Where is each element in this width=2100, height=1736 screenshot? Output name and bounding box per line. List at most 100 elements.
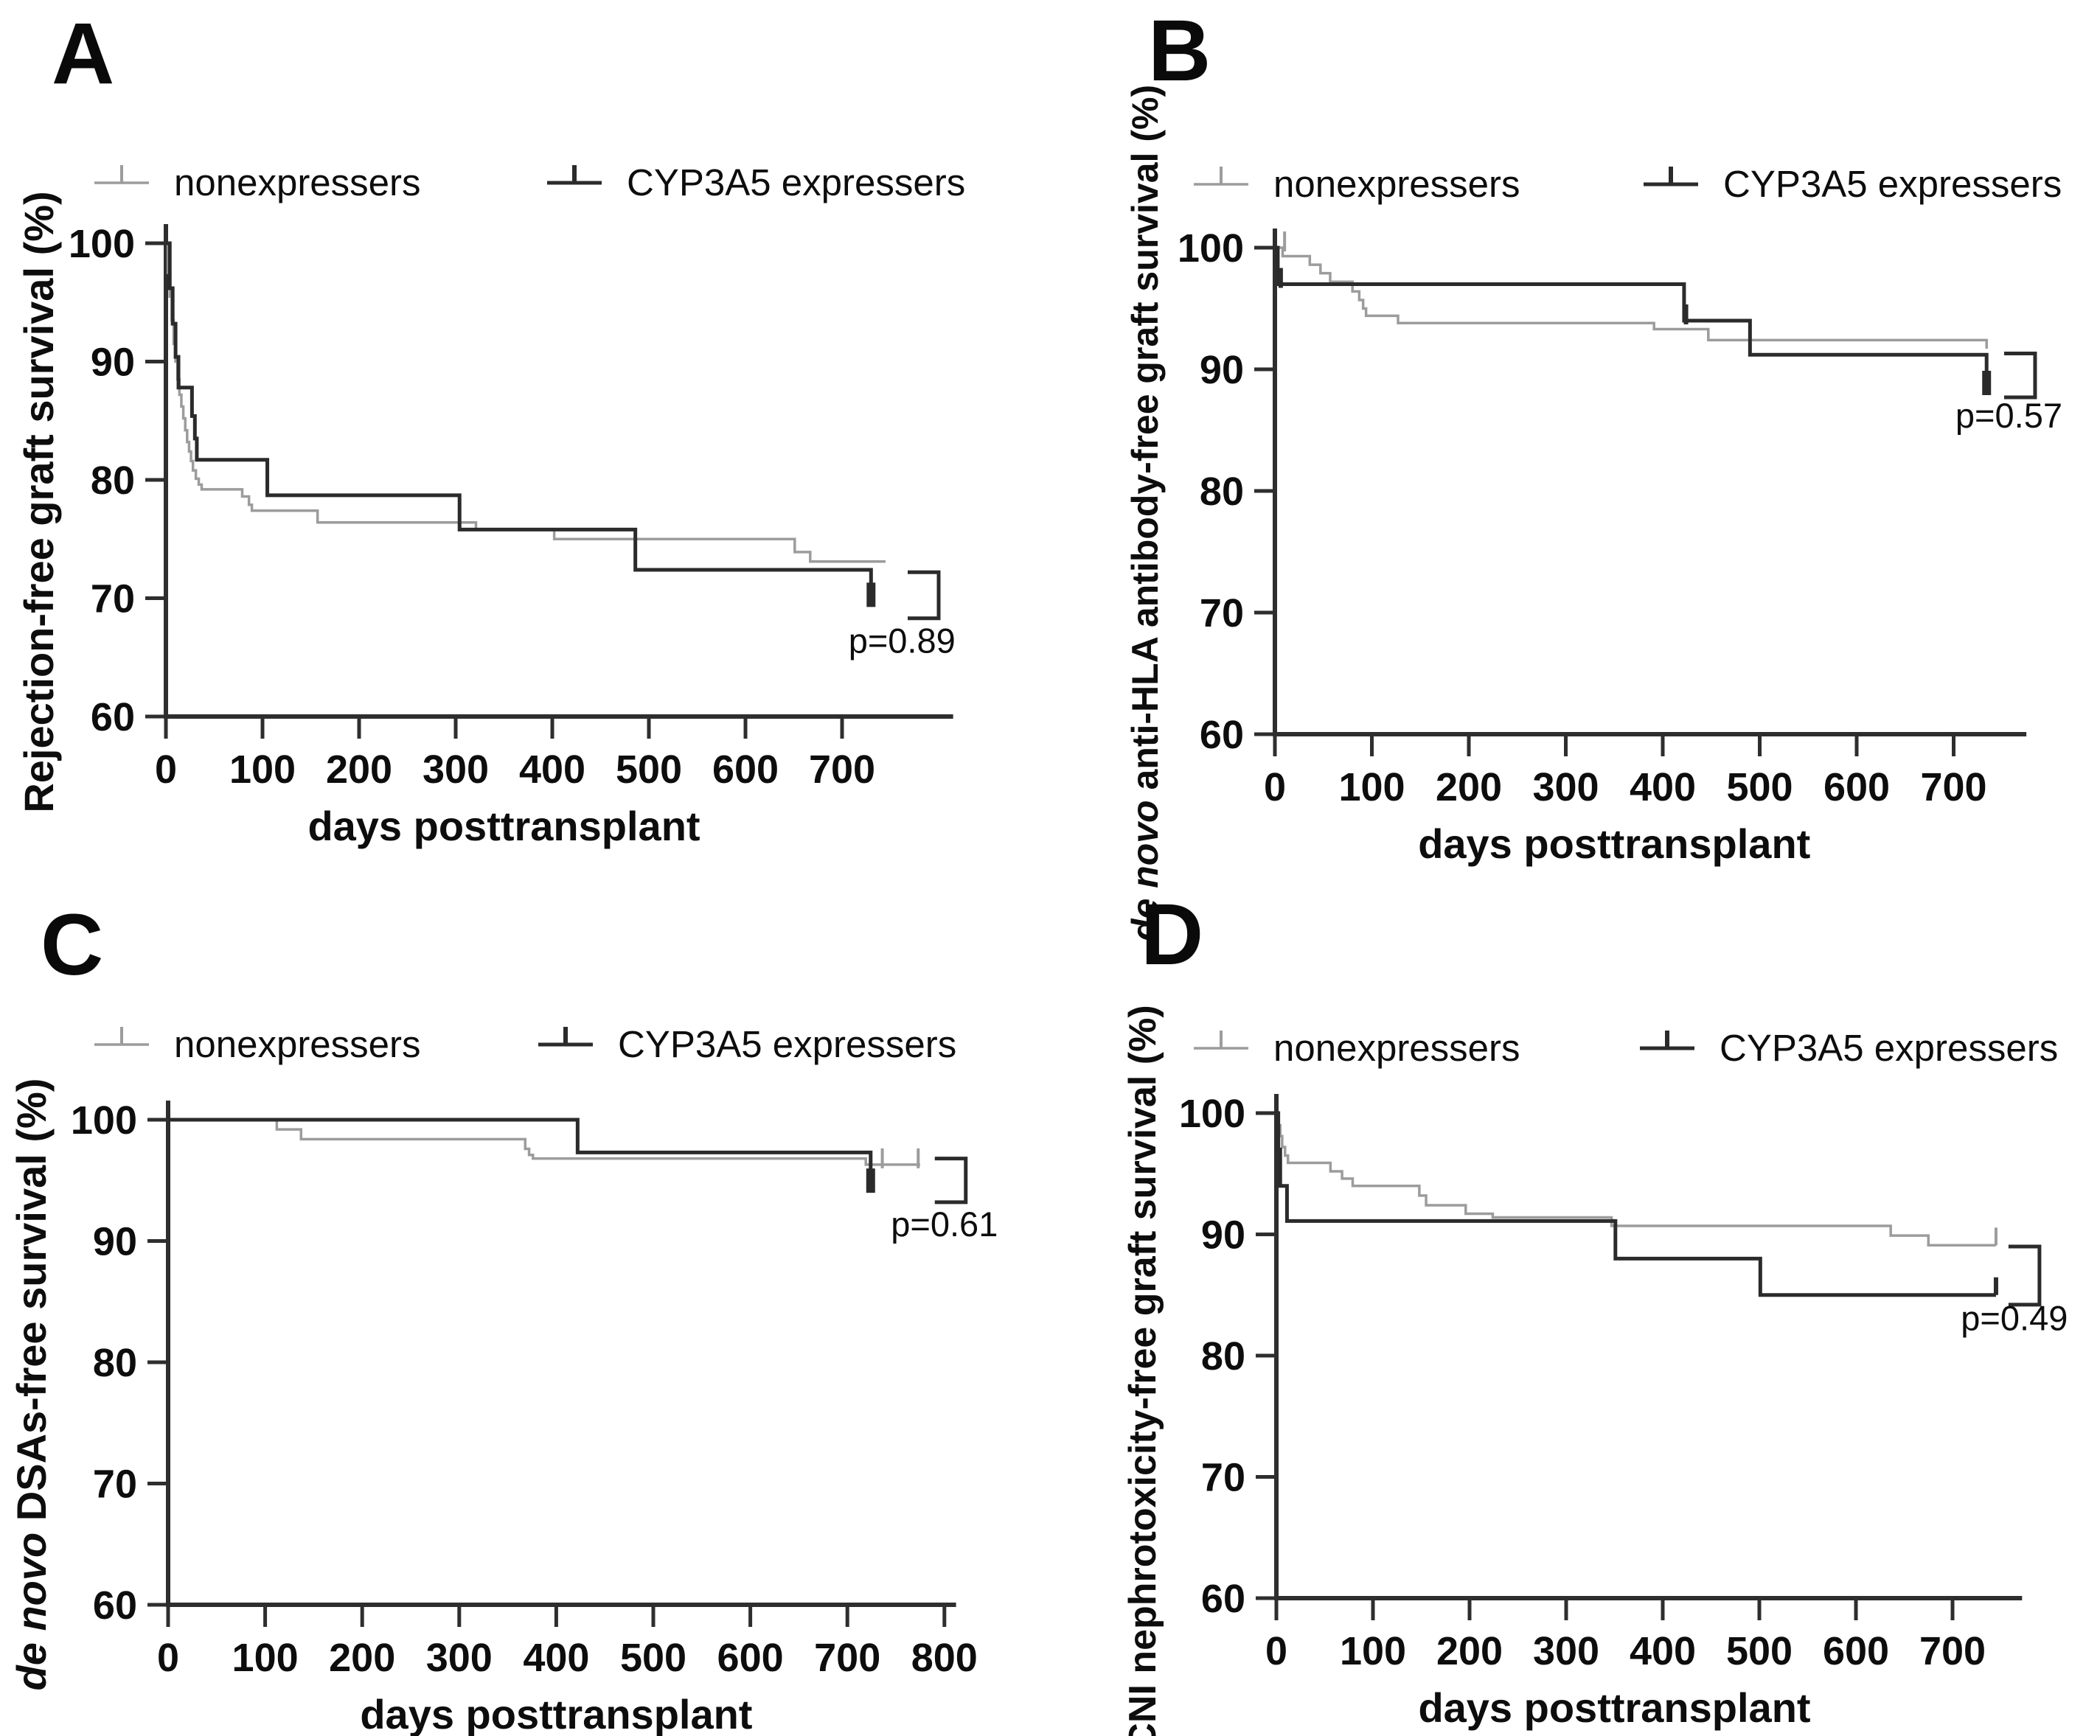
x-tick-label-300: 300 bbox=[426, 1636, 493, 1680]
legend-label: nonexpressers bbox=[174, 161, 421, 203]
km-plot-dsa-free: 60 70 80 90 100 0 100 200 300 400 500 600 700 800 days… bbox=[8, 1023, 998, 1736]
legend-item-cyp3a5-expressers: CYP3A5 expressers bbox=[538, 1023, 956, 1065]
x-tick-label-500: 500 bbox=[1726, 765, 1793, 809]
y-tick-label-70: 70 bbox=[1200, 591, 1244, 635]
p-value-label: p=0.49 bbox=[1961, 1298, 2068, 1337]
legend-label: nonexpressers bbox=[1273, 163, 1520, 205]
legend-item-nonexpressers: nonexpressers bbox=[94, 1023, 421, 1065]
significance-bracket bbox=[2008, 1244, 2042, 1307]
x-tick-label-0: 0 bbox=[1265, 1629, 1287, 1673]
y-tick-label-100: 100 bbox=[71, 1098, 137, 1143]
y-tick-label-60: 60 bbox=[93, 1583, 137, 1628]
y-axis-title: CNI nephrotoxicity-free graft survival (… bbox=[1122, 1005, 1164, 1736]
y-axis-title: de novo DSAs-free survival (%) bbox=[8, 1078, 55, 1691]
x-tick-label-500: 500 bbox=[616, 747, 682, 792]
panel-a-letter: A bbox=[52, 5, 115, 102]
km-curve-cyp3a5-expressers bbox=[1276, 1111, 1996, 1297]
y-tick-label-90: 90 bbox=[91, 341, 135, 385]
x-tick-label-100: 100 bbox=[232, 1636, 299, 1680]
panel-d-letter: D bbox=[1141, 886, 1204, 983]
x-tick-label-600: 600 bbox=[712, 747, 779, 792]
x-tick-label-0: 0 bbox=[1264, 765, 1286, 809]
x-tick-label-700: 700 bbox=[1920, 765, 1986, 809]
legend-item-nonexpressers: nonexpressers bbox=[94, 161, 421, 203]
x-tick-label-700: 700 bbox=[1919, 1629, 1986, 1673]
x-tick-label-700: 700 bbox=[809, 747, 875, 792]
km-curve-nonexpressers bbox=[168, 1118, 920, 1166]
y-tick-label-90: 90 bbox=[1201, 1213, 1245, 1258]
legend-item-cyp3a5-expressers: CYP3A5 expressers bbox=[547, 161, 965, 203]
significance-bracket bbox=[2003, 352, 2037, 400]
y-tick-label-80: 80 bbox=[1201, 1334, 1245, 1378]
legend-label: CYP3A5 expressers bbox=[1723, 163, 2062, 205]
km-curve-nonexpressers bbox=[1275, 246, 1988, 349]
y-tick-label-70: 70 bbox=[91, 577, 135, 621]
y-tick-label-80: 80 bbox=[91, 459, 135, 503]
y-tick-label-60: 60 bbox=[1200, 713, 1244, 757]
km-curve-cyp3a5-expressers bbox=[168, 1118, 873, 1188]
km-curve-nonexpressers bbox=[1276, 1112, 1996, 1247]
legend-item-cyp3a5-expressers: CYP3A5 expressers bbox=[1640, 1027, 2058, 1069]
km-plot-anti-hla-free: 60 70 80 90 100 0 100 200 300 400 500 600 700 days po… bbox=[1124, 85, 2062, 941]
x-tick-label-200: 200 bbox=[1436, 765, 1502, 809]
y-tick-label-70: 70 bbox=[93, 1463, 137, 1507]
x-tick-label-300: 300 bbox=[423, 747, 489, 792]
x-tick-label-200: 200 bbox=[1436, 1629, 1503, 1673]
km-curve-nonexpressers bbox=[166, 242, 886, 563]
x-tick-label-100: 100 bbox=[1338, 765, 1405, 809]
p-value-label: p=0.61 bbox=[891, 1205, 998, 1244]
x-tick-label-200: 200 bbox=[329, 1636, 395, 1680]
km-plot-rejection-free: 60 70 80 90 100 0 100 200 300 400 500 600 700 days po… bbox=[15, 161, 965, 849]
x-tick-label-600: 600 bbox=[1823, 765, 1890, 809]
x-tick-label-400: 400 bbox=[523, 1636, 589, 1680]
panel-b-letter: B bbox=[1148, 2, 1211, 100]
y-tick-label-70: 70 bbox=[1201, 1456, 1245, 1500]
y-tick-label-90: 90 bbox=[93, 1220, 137, 1264]
x-tick-label-100: 100 bbox=[1340, 1629, 1406, 1673]
x-tick-label-400: 400 bbox=[519, 747, 585, 792]
y-tick-label-100: 100 bbox=[1178, 226, 1244, 271]
y-tick-label-60: 60 bbox=[91, 695, 135, 739]
y-tick-label-60: 60 bbox=[1201, 1577, 1245, 1621]
significance-bracket bbox=[934, 1157, 968, 1205]
x-tick-label-300: 300 bbox=[1532, 765, 1599, 809]
x-tick-label-200: 200 bbox=[326, 747, 392, 792]
legend-label: CYP3A5 expressers bbox=[627, 161, 965, 203]
x-tick-label-500: 500 bbox=[1726, 1629, 1793, 1673]
panel-c: C 60 70 80 90 100 0 100 200 300 400 500 600 700 800 da… bbox=[0, 868, 1050, 1736]
x-tick-label-0: 0 bbox=[157, 1636, 179, 1680]
x-tick-label-100: 100 bbox=[229, 747, 296, 792]
x-tick-label-400: 400 bbox=[1630, 1629, 1696, 1673]
x-tick-label-0: 0 bbox=[155, 747, 177, 792]
y-tick-label-100: 100 bbox=[69, 222, 135, 266]
y-axis-title: de novo anti-HLA antibody-free graft sur… bbox=[1124, 85, 1166, 941]
x-tick-label-600: 600 bbox=[1823, 1629, 1889, 1673]
panel-c-letter: C bbox=[41, 896, 104, 994]
km-plot-cni-nephrotoxicity-free: 60 70 80 90 100 0 100 200 300 400 500 600 700 days po… bbox=[1122, 1005, 2068, 1736]
legend-label: CYP3A5 expressers bbox=[618, 1023, 956, 1065]
significance-bracket bbox=[908, 570, 941, 621]
x-axis-title: days posttransplant bbox=[307, 803, 700, 849]
y-tick-label-80: 80 bbox=[1200, 470, 1244, 514]
y-tick-label-100: 100 bbox=[1179, 1092, 1245, 1136]
p-value-label: p=0.89 bbox=[849, 621, 956, 660]
x-tick-label-300: 300 bbox=[1533, 1629, 1599, 1673]
legend-item-nonexpressers: nonexpressers bbox=[1194, 163, 1520, 205]
y-tick-label-80: 80 bbox=[93, 1341, 137, 1385]
x-axis-title: days posttransplant bbox=[1418, 1684, 1810, 1731]
legend-label: CYP3A5 expressers bbox=[1720, 1027, 2058, 1069]
x-tick-label-500: 500 bbox=[620, 1636, 686, 1680]
p-value-label: p=0.57 bbox=[1955, 396, 2062, 435]
y-tick-label-90: 90 bbox=[1200, 348, 1244, 392]
x-tick-label-400: 400 bbox=[1630, 765, 1696, 809]
x-axis-title: days posttransplant bbox=[1418, 820, 1810, 867]
panel-b: B 60 70 80 90 100 0 100 200 300 400 500 600 700 days … bbox=[1050, 0, 2100, 941]
x-axis-title: days posttransplant bbox=[360, 1691, 752, 1736]
x-tick-label-700: 700 bbox=[814, 1636, 880, 1680]
x-tick-label-800: 800 bbox=[911, 1636, 978, 1680]
km-curve-cyp3a5-expressers bbox=[166, 241, 873, 602]
legend-label: nonexpressers bbox=[1273, 1027, 1520, 1069]
x-tick-label-600: 600 bbox=[717, 1636, 784, 1680]
panel-a: A 60 70 80 90 100 0 100 200 300 400 500 600 700 days … bbox=[0, 0, 1050, 868]
